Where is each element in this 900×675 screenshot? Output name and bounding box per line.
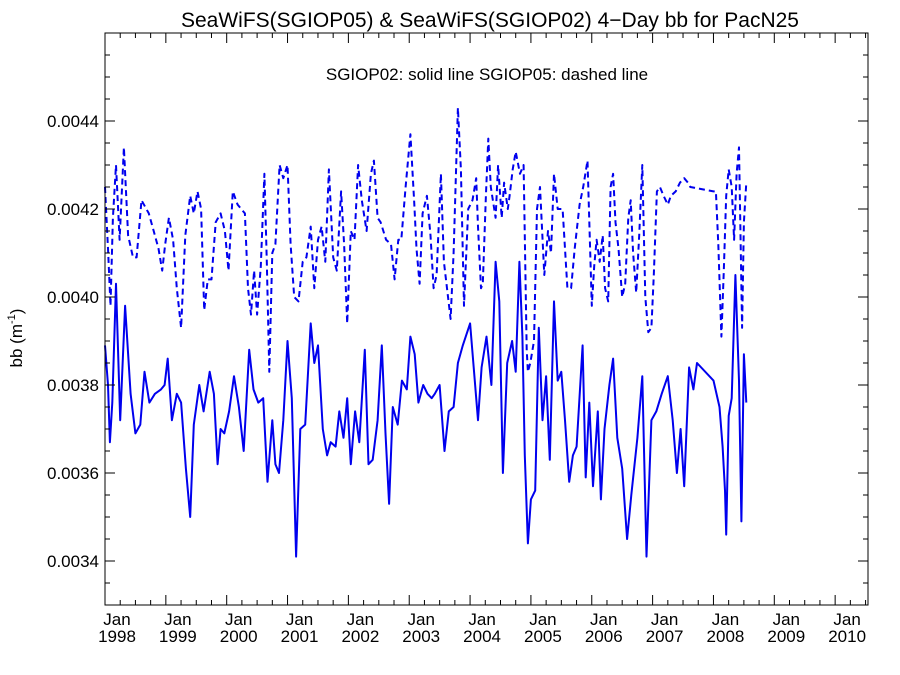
x-tick-month: Jan — [347, 610, 374, 629]
x-tick-month: Jan — [408, 610, 435, 629]
y-axis-label-base: bb (m — [7, 324, 26, 367]
x-tick-year: 2001 — [281, 627, 319, 646]
x-tick-year: 2010 — [828, 627, 866, 646]
x-tick-month: Jan — [529, 610, 556, 629]
y-axis-label-exponent: -1 — [6, 314, 18, 324]
x-tick-month: Jan — [164, 610, 191, 629]
y-tick-label: 0.0036 — [47, 464, 99, 483]
x-tick-year: 1998 — [98, 627, 136, 646]
series-layer — [104, 106, 748, 558]
series-line-dashed — [104, 106, 748, 373]
x-tick-month: Jan — [773, 610, 800, 629]
x-tick-month: Jan — [225, 610, 252, 629]
x-tick-year: 2005 — [524, 627, 562, 646]
x-tick-month: Jan — [651, 610, 678, 629]
chart-title: SeaWiFS(SGIOP05) & SeaWiFS(SGIOP02) 4−Da… — [181, 9, 799, 32]
x-tick-month: Jan — [286, 610, 313, 629]
x-tick-month: Jan — [103, 610, 130, 629]
x-tick-month: Jan — [712, 610, 739, 629]
x-tick-year: 2002 — [341, 627, 379, 646]
x-tick-year: 2007 — [646, 627, 684, 646]
y-tick-label: 0.0042 — [47, 200, 99, 219]
x-tick-year: 1999 — [159, 627, 197, 646]
axes-layer: 0.00340.00360.00380.00400.00420.0044Jan1… — [47, 32, 869, 646]
x-tick-year: 2006 — [585, 627, 623, 646]
x-tick-month: Jan — [833, 610, 860, 629]
y-axis-label-suffix: ) — [7, 309, 26, 315]
x-tick-year: 2008 — [707, 627, 745, 646]
y-tick-label: 0.0040 — [47, 288, 99, 307]
series-line-solid — [104, 260, 748, 558]
x-tick-year: 2003 — [402, 627, 440, 646]
plot-frame — [104, 32, 869, 606]
x-tick-month: Jan — [468, 610, 495, 629]
x-tick-year: 2009 — [767, 627, 805, 646]
x-tick-month: Jan — [590, 610, 617, 629]
y-tick-label: 0.0044 — [47, 112, 99, 131]
y-tick-label: 0.0038 — [47, 376, 99, 395]
y-tick-label: 0.0034 — [47, 552, 99, 571]
y-axis-label: bb (m-1) — [6, 309, 26, 368]
legend-note: SGIOP02: solid line SGIOP05: dashed line — [326, 65, 648, 84]
x-tick-year: 2004 — [463, 627, 501, 646]
x-tick-year: 2000 — [220, 627, 258, 646]
